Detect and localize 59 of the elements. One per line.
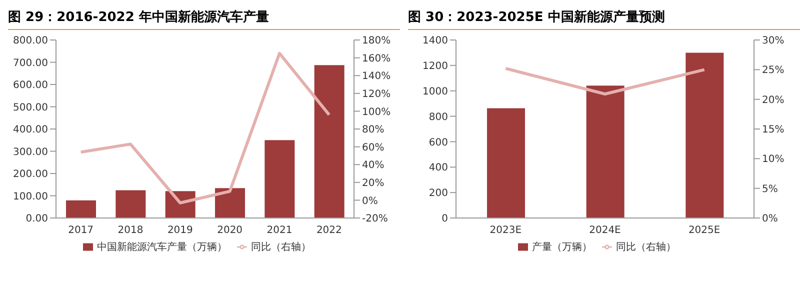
y2-tick-label: -20%	[362, 214, 388, 225]
bar	[686, 52, 724, 218]
y-tick-label: 1400	[422, 36, 448, 47]
y2-tick-label: 30%	[762, 36, 784, 47]
legend-label: 中国新能源汽车产量（万辆）	[97, 242, 227, 253]
bar	[487, 108, 525, 218]
x-tick-label: 2018	[118, 225, 144, 236]
y-tick-label: 200.00	[13, 169, 48, 180]
x-tick-label: 2023E	[490, 225, 522, 236]
y2-tick-label: 5%	[762, 184, 778, 195]
chart-title: 图 30：2023-2025E 中国新能源产量预测	[408, 8, 800, 30]
x-tick-label: 2017	[68, 225, 94, 236]
y-tick-label: 1000	[422, 86, 448, 98]
y2-tick-label: 0%	[762, 214, 778, 225]
bar	[264, 140, 295, 218]
legend-label: 同比（右轴）	[251, 242, 311, 253]
x-tick-label: 2020	[217, 225, 243, 236]
y-tick-label: 1200	[422, 60, 448, 72]
x-tick-label: 2024E	[589, 225, 621, 236]
y-tick-label: 100.00	[13, 191, 48, 202]
y-tick-label: 0.00	[26, 214, 48, 225]
y-tick-label: 600	[428, 137, 448, 148]
y2-tick-label: 10%	[762, 154, 784, 166]
y-tick-label: 200	[428, 188, 448, 200]
y2-tick-label: 25%	[762, 65, 784, 76]
y-tick-label: 300.00	[13, 146, 48, 158]
line-series	[79, 52, 331, 204]
y2-tick-label: 100%	[362, 106, 391, 118]
y-tick-label: 400.00	[13, 124, 48, 136]
bar	[586, 86, 624, 218]
x-tick-label: 2021	[266, 225, 292, 236]
y2-tick-label: 180%	[362, 36, 391, 47]
chart-title: 图 29：2016-2022 年中国新能源汽车产量	[8, 8, 400, 30]
legend-label: 产量（万辆）	[532, 242, 592, 253]
y-tick-label: 700.00	[13, 58, 48, 69]
bar	[314, 65, 344, 218]
x-tick-label: 2019	[167, 225, 193, 236]
y-tick-label: 0	[442, 214, 448, 225]
bar	[66, 200, 96, 218]
y-tick-label: 800.00	[13, 36, 48, 47]
y2-tick-label: 20%	[362, 178, 384, 189]
y-tick-label: 600.00	[13, 80, 48, 92]
y2-tick-label: 0%	[362, 196, 378, 207]
x-tick-label: 2022	[316, 225, 342, 236]
y2-tick-label: 120%	[362, 88, 391, 100]
y2-tick-label: 20%	[762, 94, 784, 106]
y2-tick-label: 80%	[362, 124, 384, 136]
y2-tick-label: 40%	[362, 160, 384, 172]
y-tick-label: 500.00	[13, 102, 48, 114]
bar	[116, 190, 146, 218]
legend-label: 同比（右轴）	[616, 242, 676, 253]
y-tick-label: 400	[428, 162, 448, 174]
y2-tick-label: 140%	[362, 71, 391, 82]
y2-tick-label: 160%	[362, 53, 391, 64]
y2-tick-label: 15%	[762, 124, 784, 136]
x-tick-label: 2025E	[688, 225, 720, 236]
y2-tick-label: 60%	[362, 142, 384, 154]
bar	[215, 188, 245, 218]
y-tick-label: 800	[428, 112, 448, 123]
